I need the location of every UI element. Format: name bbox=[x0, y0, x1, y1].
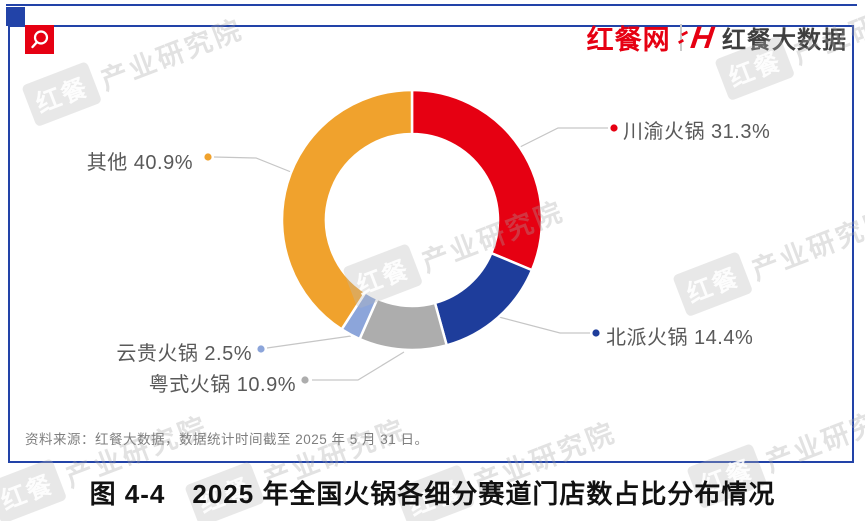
donut-segment-北派火锅 bbox=[433, 251, 534, 347]
figure-caption: 图 4-4 2025 年全国火锅各细分赛道门店数占比分布情况 bbox=[89, 479, 776, 509]
top-accent-line bbox=[6, 4, 857, 6]
magnifier-icon bbox=[31, 30, 49, 49]
callout-label-qita: 其他 40.9% bbox=[86, 152, 193, 174]
leader-line bbox=[312, 351, 405, 381]
logo-divider bbox=[679, 24, 682, 51]
chart-frame-border bbox=[8, 25, 854, 463]
hongcan-bigdata-logo: 红餐大数据 bbox=[722, 27, 847, 54]
callout-dot bbox=[204, 153, 212, 161]
callout-dot bbox=[301, 376, 309, 384]
leader-line bbox=[498, 316, 590, 334]
hongcan-site-logo: 红餐网 bbox=[586, 25, 671, 55]
callout-dot bbox=[592, 329, 600, 337]
callout-label-yueshi: 粤式火锅 10.9% bbox=[148, 374, 296, 396]
callout-label-chuanyu: 川渝火锅 31.3% bbox=[623, 121, 771, 143]
header-logos: 红餐网 H 红餐大数据 bbox=[587, 18, 847, 57]
leader-line bbox=[213, 156, 297, 175]
callout-label-beipai: 北派火锅 14.4% bbox=[606, 327, 754, 349]
donut-segment-其他 bbox=[280, 88, 414, 331]
leader-line bbox=[519, 127, 608, 148]
callout-dot bbox=[257, 345, 265, 353]
leader-line bbox=[266, 335, 352, 349]
callout-dot bbox=[610, 124, 618, 132]
donut-segment-川渝火锅 bbox=[410, 88, 544, 272]
corner-accent-square bbox=[6, 7, 25, 26]
source-note: 资料来源：红餐大数据，数据统计时间截至 2025 年 5 月 31 日。 bbox=[25, 432, 429, 447]
callout-label-yungui: 云贵火锅 2.5% bbox=[116, 343, 252, 365]
magnifier-logo-badge bbox=[25, 25, 54, 54]
